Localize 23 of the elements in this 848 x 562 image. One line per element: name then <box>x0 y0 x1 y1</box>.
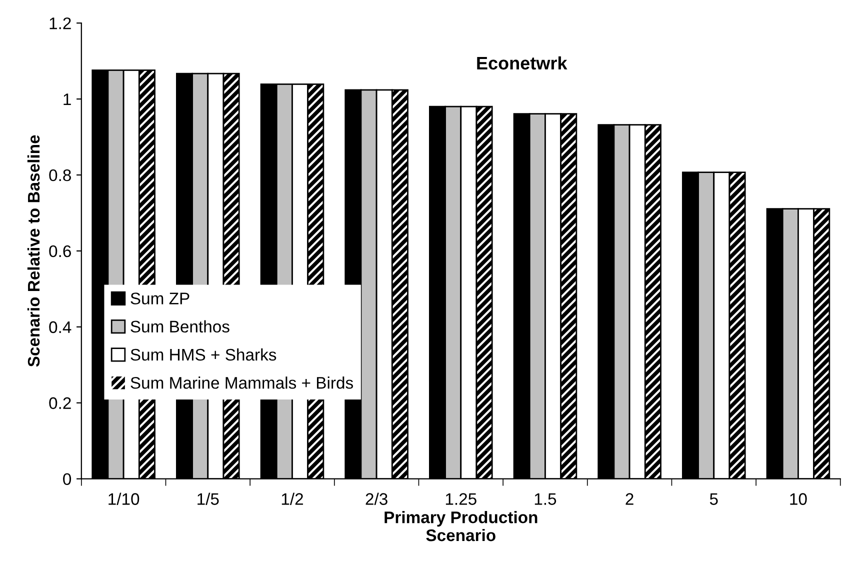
y-tick-label: 0.4 <box>49 321 72 334</box>
y-tick-label: 0.2 <box>49 397 71 410</box>
y-tick-label: 1.2 <box>50 17 71 30</box>
x-tick-label: 1.5 <box>534 493 556 505</box>
x-tick-label: 1/5 <box>198 492 219 505</box>
y-tick-label: 0.6 <box>49 245 71 258</box>
x-tick-label: 1/10 <box>108 492 140 505</box>
x-axis-title: Primary Production Scenario <box>384 511 538 542</box>
x-tick-label: 1/2 <box>282 492 303 505</box>
x-tick-label: 2/3 <box>366 492 388 505</box>
legend-label: Sum HMS + Sharks <box>130 348 276 361</box>
legend-label: Sum ZP <box>130 292 190 304</box>
x-tick-label: 10 <box>790 493 807 505</box>
text: Econetwrk <box>477 56 568 70</box>
y-tick-label: 0.8 <box>49 169 71 182</box>
x-tick-label: 2 <box>626 493 634 505</box>
legend-label: Sum Marine Mammals + Birds <box>130 376 353 389</box>
x-tick-label: 1.25 <box>446 493 476 505</box>
y-axis-title: Scenario Relative to Baseline <box>27 135 40 367</box>
x-tick-label: 5 <box>710 493 718 505</box>
legend-label: Sum Benthos <box>130 320 230 333</box>
y-tick-label: 1 <box>64 94 71 106</box>
y-tick-label: 0 <box>63 473 72 486</box>
